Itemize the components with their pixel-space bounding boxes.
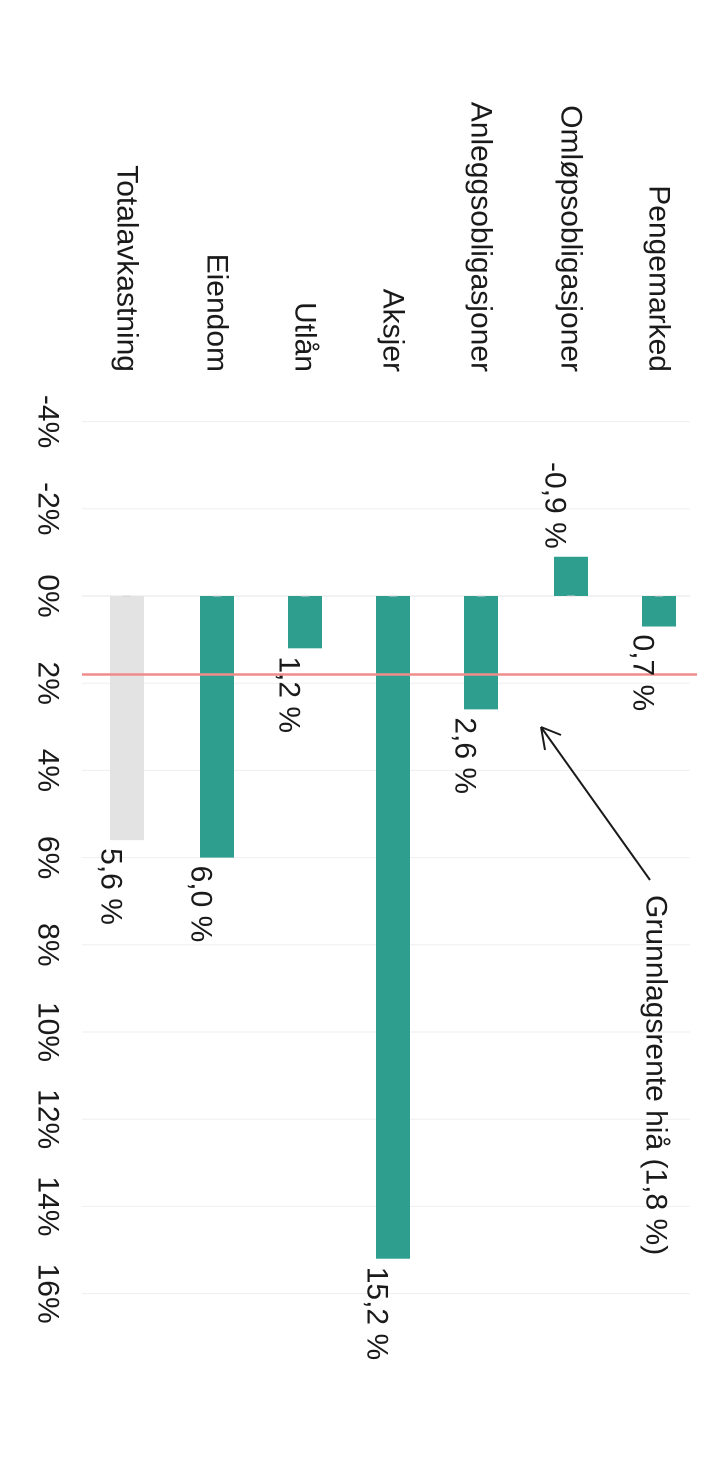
reference-line-group bbox=[82, 673, 697, 881]
tick-label: -4% bbox=[32, 395, 65, 448]
category-label: Totalavkastning bbox=[111, 165, 144, 372]
category-label: Utlån bbox=[289, 302, 322, 372]
bar bbox=[376, 596, 410, 1259]
bar bbox=[464, 596, 498, 710]
annotation-arrow-line bbox=[540, 726, 651, 881]
data-label: 0,7 % bbox=[627, 635, 660, 712]
tick-label: 16% bbox=[32, 1264, 65, 1324]
tick-label: 10% bbox=[32, 1002, 65, 1062]
annotation-arrow-head bbox=[540, 726, 562, 751]
data-label: 1,2 % bbox=[273, 656, 306, 733]
bar bbox=[110, 596, 144, 841]
bars bbox=[110, 556, 676, 1259]
data-label: 15,2 % bbox=[361, 1267, 394, 1360]
reference-line-label: Grunnlagsrente hiå (1,8 %) bbox=[640, 895, 673, 1255]
bar bbox=[288, 596, 322, 649]
tick-label: 14% bbox=[32, 1176, 65, 1236]
tick-label: 2% bbox=[32, 662, 65, 705]
tick-label: 6% bbox=[32, 836, 65, 879]
bar bbox=[554, 556, 588, 596]
bar bbox=[200, 596, 234, 858]
bar bbox=[642, 596, 676, 627]
data-label: 2,6 % bbox=[449, 717, 482, 794]
data-label: -0,9 % bbox=[539, 462, 572, 549]
data-label: 5,6 % bbox=[95, 848, 128, 925]
data-label: 6,0 % bbox=[185, 866, 218, 943]
category-label: Omløpsobligasjoner bbox=[555, 105, 588, 372]
tick-label: 8% bbox=[32, 923, 65, 966]
tick-label: -2% bbox=[32, 482, 65, 535]
tick-label: 0% bbox=[32, 574, 65, 617]
tick-label: 4% bbox=[32, 749, 65, 792]
category-label: Anleggsobligasjoner bbox=[465, 102, 498, 372]
labels: -4% -2% 0% 2% 4% 6% 8% 10% 12% 14% 16% Pengemarked 0… bbox=[32, 102, 676, 1360]
tick-label: 12% bbox=[32, 1089, 65, 1149]
category-label: Pengemarked bbox=[643, 185, 676, 372]
category-label: Eiendom bbox=[201, 254, 234, 372]
category-label: Aksjer bbox=[377, 289, 410, 372]
